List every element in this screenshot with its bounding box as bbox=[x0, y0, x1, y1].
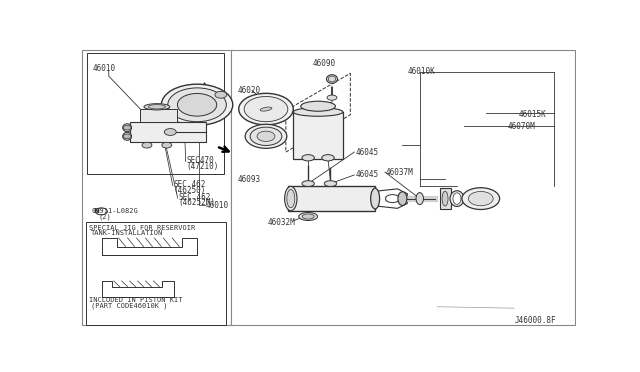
Ellipse shape bbox=[123, 132, 132, 140]
Ellipse shape bbox=[442, 191, 448, 206]
Ellipse shape bbox=[416, 193, 424, 205]
Ellipse shape bbox=[123, 124, 132, 132]
Text: 46032M: 46032M bbox=[268, 218, 295, 227]
Circle shape bbox=[215, 92, 227, 98]
Ellipse shape bbox=[148, 105, 166, 109]
Circle shape bbox=[164, 129, 176, 135]
Ellipse shape bbox=[326, 75, 337, 83]
Ellipse shape bbox=[301, 101, 335, 111]
Text: INCLUDED IN PISTON KIT: INCLUDED IN PISTON KIT bbox=[89, 296, 182, 302]
Text: (2): (2) bbox=[99, 214, 111, 220]
Bar bbox=[129, 122, 207, 142]
Ellipse shape bbox=[302, 155, 314, 161]
Ellipse shape bbox=[293, 108, 343, 116]
Circle shape bbox=[177, 93, 217, 116]
Text: 46010: 46010 bbox=[205, 201, 228, 210]
Circle shape bbox=[239, 93, 293, 125]
Ellipse shape bbox=[324, 181, 337, 186]
Text: SPECIAL JIG FOR RESERVOIR: SPECIAL JIG FOR RESERVOIR bbox=[89, 225, 195, 231]
Ellipse shape bbox=[322, 155, 334, 161]
Text: 46015K: 46015K bbox=[519, 110, 547, 119]
Bar bbox=[440, 188, 451, 209]
Text: TANK-INSTALLATION: TANK-INSTALLATION bbox=[91, 230, 163, 236]
Circle shape bbox=[244, 96, 288, 122]
Bar bbox=[88, 53, 224, 173]
Circle shape bbox=[462, 188, 500, 209]
Text: 46037M: 46037M bbox=[386, 168, 414, 177]
Ellipse shape bbox=[302, 214, 314, 219]
Bar bbox=[86, 222, 227, 326]
Ellipse shape bbox=[285, 186, 297, 211]
Bar bbox=[140, 109, 177, 122]
Text: J46000.8F: J46000.8F bbox=[515, 316, 556, 325]
Circle shape bbox=[123, 125, 131, 130]
Circle shape bbox=[245, 124, 287, 148]
Ellipse shape bbox=[327, 95, 337, 100]
Ellipse shape bbox=[299, 212, 317, 221]
Text: 46070M: 46070M bbox=[508, 122, 535, 131]
Circle shape bbox=[468, 192, 493, 206]
Ellipse shape bbox=[144, 104, 170, 110]
Text: 46020: 46020 bbox=[237, 86, 261, 95]
Ellipse shape bbox=[328, 76, 336, 82]
Text: 46093: 46093 bbox=[237, 175, 261, 184]
Circle shape bbox=[257, 131, 275, 141]
Bar bbox=[231, 50, 575, 326]
Text: N: N bbox=[93, 208, 99, 214]
Ellipse shape bbox=[453, 193, 461, 204]
Bar bbox=[83, 50, 231, 326]
Ellipse shape bbox=[371, 188, 380, 209]
Bar bbox=[288, 186, 375, 211]
Text: 46045: 46045 bbox=[355, 148, 378, 157]
Text: SEC.462: SEC.462 bbox=[178, 193, 211, 202]
Ellipse shape bbox=[302, 181, 314, 186]
Text: 46045: 46045 bbox=[355, 170, 378, 179]
Text: 46090: 46090 bbox=[312, 59, 335, 68]
Circle shape bbox=[385, 195, 399, 203]
Text: 46010K: 46010K bbox=[408, 67, 435, 76]
Circle shape bbox=[168, 88, 227, 122]
Text: SEC.462: SEC.462 bbox=[173, 180, 205, 189]
Circle shape bbox=[161, 84, 233, 125]
Text: (46252M): (46252M) bbox=[178, 198, 215, 207]
Ellipse shape bbox=[398, 192, 407, 205]
Bar bbox=[293, 112, 343, 159]
Text: 08911-L082G: 08911-L082G bbox=[92, 208, 139, 214]
Text: (PART CODE46010K ): (PART CODE46010K ) bbox=[91, 302, 168, 308]
Circle shape bbox=[95, 208, 108, 215]
Circle shape bbox=[250, 127, 282, 145]
Text: SEC470: SEC470 bbox=[187, 156, 214, 165]
Circle shape bbox=[162, 142, 172, 148]
Circle shape bbox=[142, 142, 152, 148]
Ellipse shape bbox=[450, 191, 464, 206]
Text: (47210): (47210) bbox=[187, 162, 219, 171]
Ellipse shape bbox=[287, 189, 295, 208]
Ellipse shape bbox=[260, 107, 272, 111]
Text: 46010: 46010 bbox=[92, 64, 116, 74]
Text: (46250): (46250) bbox=[173, 186, 205, 195]
Circle shape bbox=[123, 134, 131, 139]
